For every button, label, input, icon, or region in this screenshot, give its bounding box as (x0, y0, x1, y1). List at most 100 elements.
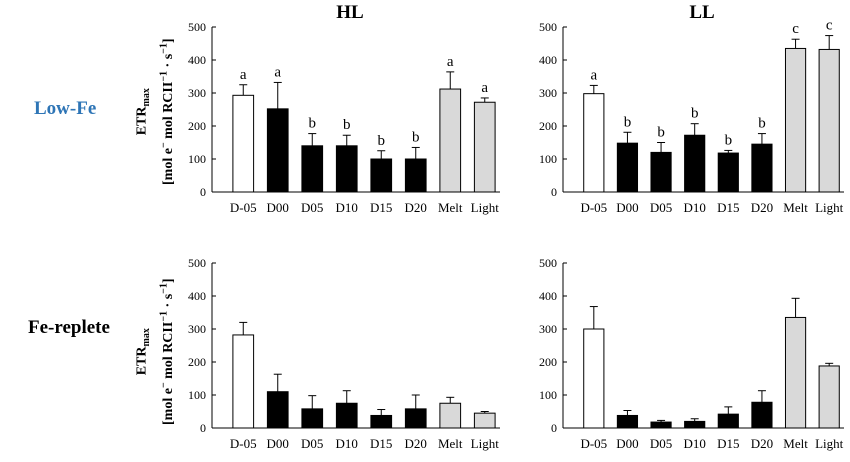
x-tick-label: D05 (650, 200, 672, 215)
x-tick-label: D20 (405, 436, 427, 451)
significance-letter: b (725, 132, 733, 148)
column-title-ll: LL (689, 2, 715, 23)
bar (650, 421, 672, 429)
x-tick-label: D-05 (230, 436, 257, 451)
bar (583, 328, 605, 429)
significance-letter: c (792, 21, 799, 37)
x-tick-label: D00 (616, 200, 638, 215)
x-tick-label: D-05 (230, 200, 257, 215)
bar (717, 152, 739, 193)
significance-letter: b (657, 125, 665, 141)
y-tick-label: 200 (188, 355, 206, 369)
significance-letter: c (826, 18, 833, 34)
bar (616, 142, 639, 193)
y-tick-label: 200 (539, 355, 557, 369)
bar (439, 402, 462, 429)
bar (473, 412, 496, 429)
y-tick-label: 200 (188, 119, 206, 133)
y-tick-label: 400 (539, 53, 557, 67)
x-tick-label: D00 (267, 436, 289, 451)
y-tick-label: 300 (188, 322, 206, 336)
x-tick-label: Light (815, 436, 844, 451)
bar (439, 88, 462, 193)
x-tick-label: D10 (336, 436, 358, 451)
bar (335, 402, 358, 429)
bar (232, 334, 255, 429)
x-tick-label: D10 (336, 200, 358, 215)
y-tick-label: 300 (539, 322, 557, 336)
bar (818, 365, 840, 429)
significance-letter: b (378, 133, 386, 149)
x-tick-label: D20 (405, 200, 427, 215)
significance-letter: a (274, 64, 281, 80)
bar (404, 408, 427, 429)
x-tick-label: D-05 (580, 436, 607, 451)
bar (232, 94, 255, 193)
y-tick-label: 0 (551, 421, 557, 435)
bar (616, 414, 639, 429)
y-tick-label: 500 (188, 20, 206, 34)
x-tick-label: D10 (683, 200, 705, 215)
significance-letter: b (624, 114, 632, 130)
y-tick-label: 100 (539, 152, 557, 166)
x-tick-label: D05 (301, 200, 323, 215)
bar (301, 145, 324, 193)
bar (784, 47, 807, 193)
y-tick-label: 100 (188, 388, 206, 402)
significance-letter: b (691, 106, 699, 122)
bar (650, 151, 672, 193)
bar (583, 93, 605, 193)
y-tick-label: 400 (188, 53, 206, 67)
significance-letter: b (309, 116, 317, 132)
x-tick-label: D-05 (580, 200, 607, 215)
significance-letter: a (590, 67, 597, 83)
significance-letter: a (481, 80, 488, 96)
bar (370, 414, 393, 429)
y-tick-label: 500 (188, 256, 206, 270)
x-tick-label: D05 (301, 436, 323, 451)
column-title-hl: HL (336, 2, 364, 23)
significance-letter: a (447, 54, 454, 70)
bar (301, 408, 324, 429)
y-tick-label: 0 (551, 185, 557, 199)
y-tick-label: 500 (539, 256, 557, 270)
y-tick-label: 0 (200, 421, 206, 435)
x-tick-label: D10 (683, 436, 705, 451)
x-tick-label: D15 (370, 436, 392, 451)
y-tick-label: 300 (188, 86, 206, 100)
bar (751, 143, 773, 193)
y-tick-label: 100 (188, 152, 206, 166)
y-tick-label: 400 (539, 289, 557, 303)
x-tick-label: D05 (650, 436, 672, 451)
significance-letter: b (343, 117, 351, 133)
bar (684, 134, 706, 193)
y-tick-label: 400 (188, 289, 206, 303)
bar (266, 108, 289, 193)
x-tick-label: Light (815, 200, 844, 215)
y-tick-label: 300 (539, 86, 557, 100)
bar (751, 401, 773, 429)
bar (684, 420, 706, 429)
bar (818, 48, 840, 193)
x-tick-label: D15 (717, 200, 739, 215)
x-tick-label: Melt (438, 436, 463, 451)
bar (404, 158, 427, 193)
x-tick-label: Melt (783, 436, 808, 451)
y-tick-label: 100 (539, 388, 557, 402)
x-tick-label: D15 (717, 436, 739, 451)
x-tick-label: Light (471, 200, 500, 215)
x-tick-label: D15 (370, 200, 392, 215)
bar (784, 316, 807, 429)
y-tick-label: 0 (200, 185, 206, 199)
y-tick-label: 200 (539, 119, 557, 133)
x-tick-label: Melt (438, 200, 463, 215)
significance-letter: b (758, 116, 766, 132)
bar (473, 101, 496, 193)
x-tick-label: D20 (751, 436, 773, 451)
x-tick-label: D00 (267, 200, 289, 215)
significance-letter: a (240, 67, 247, 83)
bar (370, 158, 393, 193)
y-tick-label: 500 (539, 20, 557, 34)
x-tick-label: Melt (783, 200, 808, 215)
